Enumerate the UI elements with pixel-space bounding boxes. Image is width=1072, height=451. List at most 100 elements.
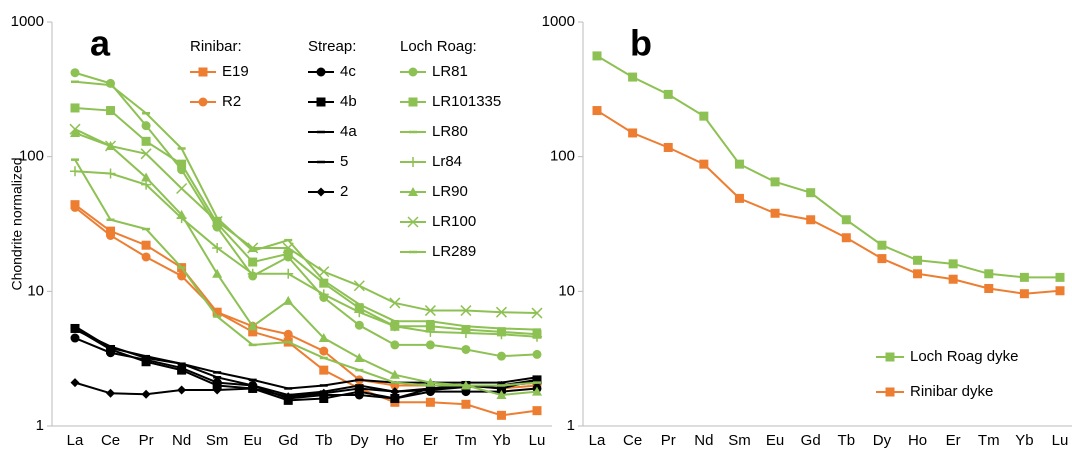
marker	[408, 187, 418, 196]
marker	[141, 357, 151, 367]
legend-label: 4a	[340, 123, 357, 140]
marker	[460, 328, 471, 339]
marker	[105, 140, 117, 152]
marker	[177, 271, 187, 281]
x-tick-label: Lu	[1052, 432, 1069, 449]
marker	[70, 103, 80, 113]
series-line	[596, 55, 1060, 279]
legend-label: R2	[222, 93, 241, 110]
panel-label: a	[90, 23, 111, 64]
marker	[913, 269, 923, 279]
marker	[354, 352, 365, 362]
legend-label: 4b	[340, 93, 357, 110]
y-axis-label: Chondrite normalized	[9, 157, 25, 290]
marker	[140, 148, 152, 160]
legend-group-title: Rinibar:	[190, 38, 242, 55]
series-line	[74, 170, 538, 338]
marker	[318, 333, 329, 343]
marker	[318, 289, 329, 300]
marker	[948, 274, 958, 284]
marker	[177, 365, 187, 375]
x-tick-label: Eu	[766, 432, 784, 449]
marker	[532, 406, 542, 416]
x-tick-label: Ce	[623, 432, 642, 449]
marker	[319, 394, 329, 404]
marker	[734, 193, 744, 203]
marker	[319, 346, 329, 356]
marker	[282, 242, 294, 254]
marker	[877, 240, 887, 250]
marker	[495, 306, 507, 318]
x-tick-label: Er	[423, 432, 438, 449]
x-tick-label: Pr	[139, 432, 154, 449]
marker	[496, 410, 506, 420]
marker	[841, 233, 851, 243]
marker	[699, 111, 709, 121]
x-tick-label: Dy	[350, 432, 369, 449]
marker	[841, 215, 851, 225]
marker	[408, 157, 418, 167]
marker	[211, 215, 223, 228]
x-tick-label: Ho	[908, 432, 927, 449]
y-tick-label: 100	[19, 148, 44, 165]
marker	[212, 242, 223, 253]
marker	[532, 331, 542, 342]
marker	[106, 388, 116, 398]
x-tick-label: Pr	[661, 432, 676, 449]
marker	[248, 327, 258, 337]
panel-label: b	[630, 23, 652, 64]
marker	[70, 378, 80, 388]
marker	[424, 305, 436, 317]
marker	[984, 283, 994, 293]
marker	[425, 397, 435, 407]
legend-group-title: Streap:	[308, 38, 356, 55]
y-tick-label: 10	[558, 282, 575, 299]
marker	[699, 159, 709, 169]
marker	[198, 67, 208, 77]
x-tick-label: Tb	[315, 432, 333, 449]
x-tick-label: Sm	[728, 432, 751, 449]
legend-label: LR289	[432, 243, 476, 260]
marker	[390, 387, 400, 397]
marker	[141, 136, 151, 146]
marker	[806, 188, 816, 198]
marker	[407, 216, 419, 228]
legend-label: 5	[340, 153, 348, 170]
marker	[283, 392, 293, 402]
legend-label: 2	[340, 183, 348, 200]
marker	[212, 268, 223, 278]
marker	[1019, 272, 1029, 282]
x-tick-label: Dy	[873, 432, 892, 449]
x-tick-label: Er	[946, 432, 961, 449]
marker	[425, 385, 435, 395]
marker	[1055, 286, 1065, 296]
marker	[141, 240, 151, 250]
marker	[318, 266, 330, 278]
x-tick-label: Tm	[455, 432, 477, 449]
marker	[461, 344, 471, 354]
marker	[212, 218, 222, 228]
x-tick-label: La	[67, 432, 84, 449]
legend-label: LR90	[432, 183, 468, 200]
x-tick-label: Ho	[385, 432, 404, 449]
series-line	[74, 203, 538, 417]
marker	[354, 320, 364, 330]
marker	[496, 329, 507, 340]
x-tick-label: Yb	[492, 432, 510, 449]
marker	[212, 380, 222, 390]
marker	[390, 394, 400, 404]
marker	[425, 340, 435, 350]
series-line	[74, 337, 538, 400]
legend-label: 4c	[340, 63, 356, 80]
series-line	[74, 106, 538, 336]
marker	[283, 295, 294, 305]
marker	[106, 106, 116, 116]
marker	[408, 67, 418, 77]
marker	[532, 386, 542, 396]
marker	[106, 230, 116, 240]
marker	[283, 268, 294, 279]
marker	[105, 168, 116, 179]
series-line	[596, 109, 1061, 295]
marker	[70, 127, 80, 137]
marker	[734, 159, 744, 169]
